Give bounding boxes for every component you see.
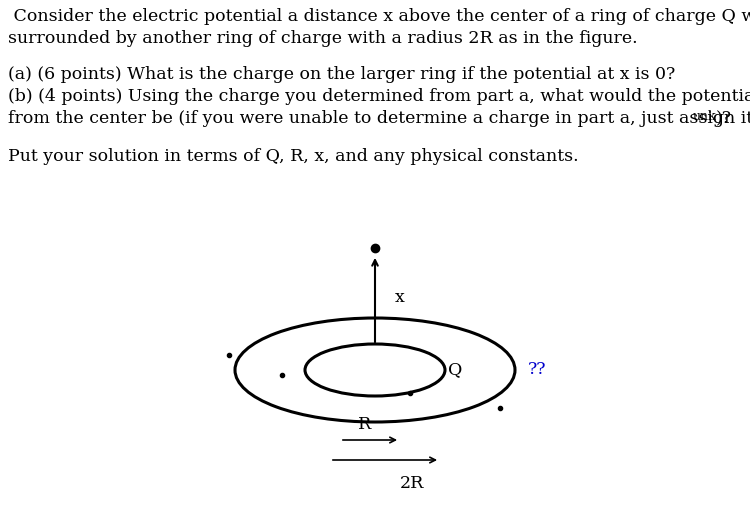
Text: ??: ?? (528, 361, 547, 379)
Text: Put your solution in terms of Q, R, x, and any physical constants.: Put your solution in terms of Q, R, x, a… (8, 148, 579, 165)
Text: 2R: 2R (400, 475, 424, 492)
Text: )?: )? (716, 110, 732, 127)
Text: R: R (358, 416, 371, 433)
Text: Q: Q (448, 361, 462, 379)
Text: surrounded by another ring of charge with a radius 2R as in the figure.: surrounded by another ring of charge wit… (8, 30, 638, 47)
Text: (a) (6 points) What is the charge on the larger ring if the potential at x is 0?: (a) (6 points) What is the charge on the… (8, 66, 675, 83)
Text: Consider the electric potential a distance x above the center of a ring of charg: Consider the electric potential a distan… (8, 8, 750, 25)
Text: from the center be (if you were unable to determine a charge in part a, just ass: from the center be (if you were unable t… (8, 110, 750, 127)
Text: (b) (4 points) Using the charge you determined from part a, what would the poten: (b) (4 points) Using the charge you dete… (8, 88, 750, 105)
Text: unk: unk (693, 110, 717, 123)
Text: x: x (395, 290, 405, 306)
